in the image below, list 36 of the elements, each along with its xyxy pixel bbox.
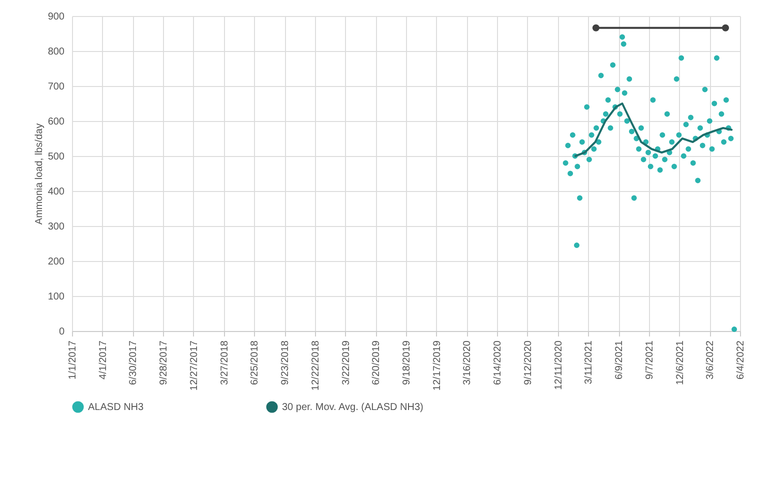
x-tick-label: 9/18/2019 <box>402 340 412 385</box>
x-tick-label: 6/25/2018 <box>250 340 261 385</box>
y-axis-title: Ammonia load, lbs/day <box>34 123 45 225</box>
x-tick-label: 9/23/2018 <box>280 340 292 385</box>
x-tick-label: 12/22/2018 <box>310 340 322 391</box>
x-tick-label: 9/12/2020 <box>522 340 534 385</box>
y-tick-label: 100 <box>48 292 65 302</box>
x-tick-label: 6/30/2017 <box>128 340 140 385</box>
x-tick-label: 9/7/2021 <box>644 340 656 380</box>
y-tick-label: 600 <box>48 116 65 128</box>
x-tick-label: 3/27/2018 <box>219 340 230 385</box>
y-tick-label: 700 <box>48 82 65 92</box>
y-tick-label: 0 <box>58 326 65 338</box>
x-tick-label: 3/16/2020 <box>462 340 474 385</box>
x-tick-label: 3/6/2022 <box>705 340 716 380</box>
x-tick-label: 4/1/2017 <box>98 340 109 380</box>
x-tick-label: 9/28/2017 <box>158 340 170 385</box>
x-tick-label: 12/27/2017 <box>188 340 200 391</box>
y-tick-label: 500 <box>48 152 65 162</box>
x-tick-label: 6/20/2019 <box>371 340 382 385</box>
y-tick-label: 800 <box>48 46 65 58</box>
x-tick-label: 12/11/2020 <box>553 340 564 390</box>
x-tick-label: 6/14/2020 <box>492 340 504 385</box>
y-tick-label: 400 <box>48 186 65 198</box>
x-tick-label: 3/11/2021 <box>584 340 595 384</box>
y-tick-label: 200 <box>48 256 65 268</box>
x-tick-label: 12/17/2019 <box>432 340 443 391</box>
x-tick-label: 1/1/2017 <box>68 340 78 380</box>
x-tick-label: 6/9/2021 <box>614 340 626 380</box>
x-tick-label: 12/6/2021 <box>674 340 686 385</box>
y-tick-label: 900 <box>48 12 65 22</box>
x-tick-label: 3/22/2019 <box>340 340 352 385</box>
legend-label: 30 per. Mov. Avg. (ALASD NH3) <box>282 402 424 413</box>
legend-label: ALASD NH3 <box>88 402 144 413</box>
y-tick-label: 300 <box>48 222 65 232</box>
x-tick-label: 6/4/2022 <box>736 340 746 380</box>
